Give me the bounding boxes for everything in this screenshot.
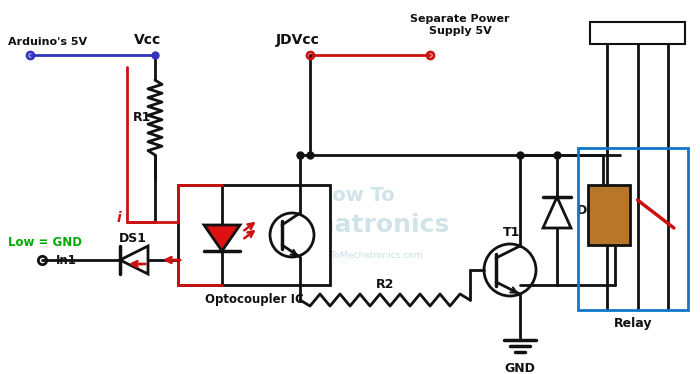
Text: Relay: Relay [614, 318, 652, 331]
Text: JDVcc: JDVcc [276, 33, 320, 47]
Text: DS1: DS1 [119, 232, 147, 245]
Text: R2: R2 [376, 278, 394, 291]
Text: i: i [117, 211, 122, 225]
Bar [178, 185, 330, 285]
Text: Arduino's 5V: Arduino's 5V [8, 37, 87, 47]
Text: Mechatronics: Mechatronics [260, 213, 449, 237]
Text: Low = GND: Low = GND [8, 236, 82, 248]
Polygon shape [543, 197, 571, 228]
Text: D1: D1 [577, 203, 596, 217]
Text: R1: R1 [133, 110, 151, 123]
Text: www.HowToMechatronics.com: www.HowToMechatronics.com [287, 251, 423, 260]
Bar [588, 185, 630, 245]
Polygon shape [204, 225, 240, 251]
Polygon shape [120, 246, 148, 274]
Text: GND: GND [505, 362, 536, 374]
Text: Vcc: Vcc [134, 33, 162, 47]
Text: T1: T1 [503, 226, 521, 239]
Bar [590, 22, 685, 44]
Bar [578, 148, 688, 310]
Text: Optocoupler IC: Optocoupler IC [204, 292, 303, 306]
Text: M: M [272, 183, 328, 237]
Text: NO COM NC: NO COM NC [601, 28, 673, 38]
Text: How To: How To [316, 186, 394, 205]
Text: In1: In1 [56, 254, 77, 267]
Text: Separate Power
Supply 5V: Separate Power Supply 5V [410, 14, 510, 36]
